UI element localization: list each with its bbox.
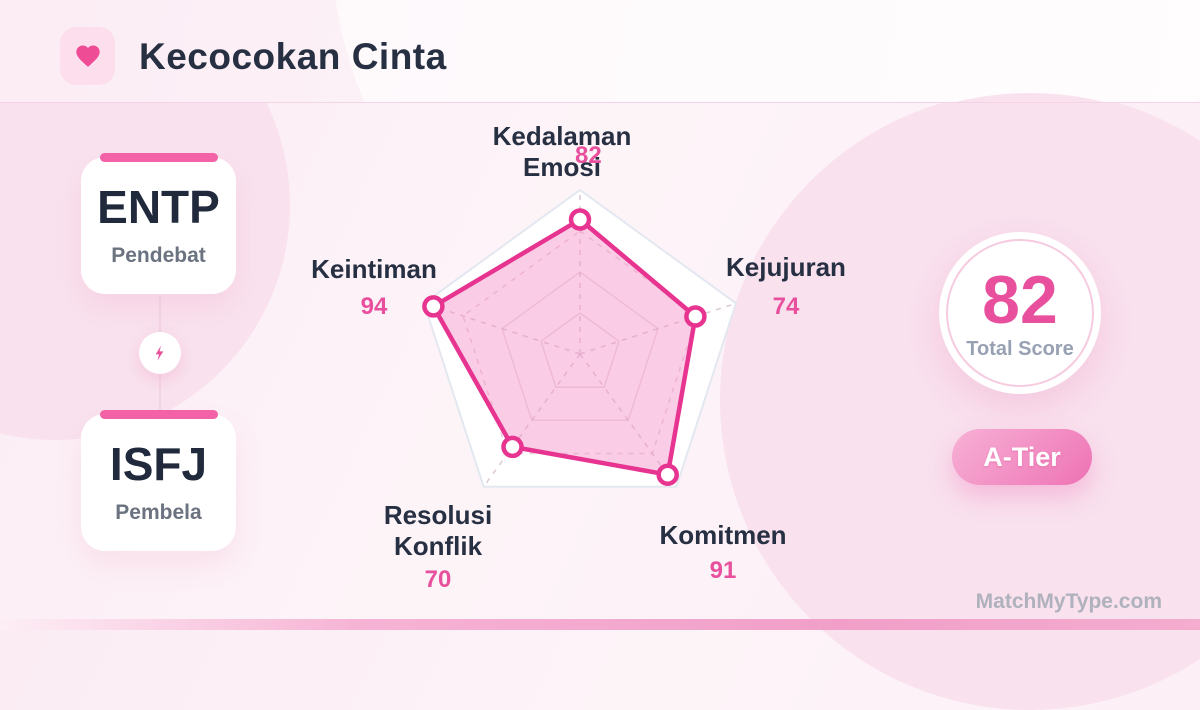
axis-label-komitmen: Komitmen [659, 520, 787, 550]
axis-value-kejujuran: 74 [772, 293, 800, 320]
person-card-isfj: ISFJ Pembela [81, 410, 236, 551]
axis-label-kedalaman-emosi: Kedalaman Emosi [492, 121, 632, 183]
axis-label-resolusi-konflik: Resolusi Konflik [383, 500, 493, 562]
axis-value-kedalaman-emosi: 82 [575, 142, 602, 169]
radar-data-point [568, 208, 592, 231]
person-nickname: Pembela [115, 500, 202, 524]
radar-data-point [656, 463, 679, 486]
radar-chart [422, 188, 738, 488]
header-glow [330, 0, 1200, 102]
radar-grid-ring [501, 271, 659, 422]
radar-grid-ring [540, 312, 620, 388]
axis-value-keintiman: 94 [360, 293, 388, 320]
page-title: Kecocokan Cinta [139, 36, 447, 77]
bottom-accent-strip [0, 619, 1200, 630]
heart-icon-box [60, 27, 115, 85]
header: Kecocokan Cinta [0, 0, 1200, 103]
tier-badge[interactable]: A-Tier [952, 429, 1092, 485]
person-nickname: Pendebat [111, 243, 206, 267]
total-score-circle: 82 Total Score [939, 232, 1101, 394]
radar-data-point [422, 295, 445, 318]
card-accent-bar [99, 410, 218, 419]
vs-bolt-circle [139, 332, 181, 374]
card-accent-bar [99, 153, 218, 162]
person-card-entp: ENTP Pendebat [81, 153, 236, 294]
watermark-link[interactable]: MatchMyType.com [975, 590, 1162, 613]
axis-value-resolusi-konflik: 70 [424, 566, 452, 593]
radar-axis-line [579, 302, 737, 355]
bg-blob-right [720, 90, 1200, 710]
heart-icon [75, 45, 100, 67]
radar-data-point [684, 305, 707, 328]
person-type: ISFJ [109, 437, 208, 490]
radar-data-polygon [431, 217, 698, 477]
radar-axis-line [482, 353, 581, 488]
person-type: ENTP [97, 180, 220, 233]
axis-label-kejujuran: Kejujuran [726, 252, 846, 282]
score-inner-ring [946, 239, 1094, 387]
lightning-icon [155, 345, 164, 361]
axis-value-komitmen: 91 [709, 557, 737, 584]
radar-data-point [501, 435, 524, 459]
radar-axis-line [423, 302, 581, 355]
radar-axis-line [579, 353, 678, 488]
axis-label-keintiman: Keintiman [311, 254, 437, 284]
